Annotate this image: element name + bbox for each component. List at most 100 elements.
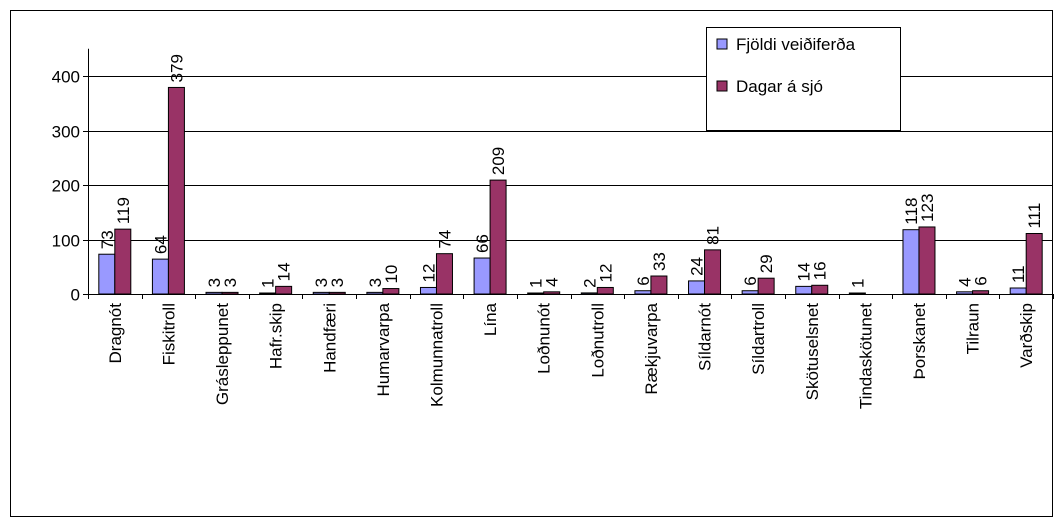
bar [848, 292, 866, 295]
bar [634, 290, 652, 295]
y-tick-label: 0 [71, 286, 80, 305]
bar [580, 292, 598, 295]
bar [312, 291, 330, 295]
category-label: Varðskip [1017, 303, 1036, 368]
legend: Fjöldi veiðiferða Dagar á sjó [706, 27, 901, 131]
bar [275, 285, 293, 295]
bar [259, 292, 277, 295]
data-label: 14 [275, 262, 294, 281]
category-label: Loðnunót [535, 303, 554, 374]
y-tick-label: 100 [52, 232, 80, 251]
data-label: 11 [1009, 265, 1028, 283]
legend-label: Dagar á sjó [736, 77, 823, 96]
bar [795, 285, 813, 295]
bar [114, 228, 132, 295]
bar [918, 226, 936, 295]
category-label: Rækjuvarpa [642, 302, 661, 394]
data-label: 74 [435, 230, 454, 249]
bar [328, 291, 346, 295]
category-label: Skötuselsnet [803, 303, 822, 401]
data-label: 10 [382, 265, 401, 284]
bar [956, 291, 974, 295]
category-label: Kolmunnatroll [427, 303, 446, 407]
bar [366, 291, 384, 295]
data-label: 73 [98, 230, 117, 249]
data-label: 24 [688, 257, 707, 276]
data-label: 12 [419, 264, 438, 283]
gridlines [88, 76, 1053, 241]
bar [741, 290, 759, 295]
legend-label: Fjöldi veiðiferða [736, 35, 856, 54]
bar [596, 286, 614, 295]
data-label: 1 [527, 279, 546, 288]
bar [151, 258, 169, 295]
bar [98, 253, 116, 295]
data-label: 33 [650, 252, 669, 271]
data-label: 81 [704, 226, 723, 245]
data-label: 14 [795, 262, 814, 281]
data-label: 1 [848, 279, 867, 288]
data-label: 3 [221, 278, 240, 287]
data-label: 3 [328, 278, 347, 287]
data-label: 6 [972, 276, 991, 285]
y-tick-label: 200 [52, 177, 80, 196]
bar [757, 277, 775, 295]
legend-swatch [716, 38, 728, 50]
bar [221, 291, 239, 295]
data-label: 118 [902, 198, 921, 225]
data-label: 29 [757, 254, 776, 273]
data-label: 1 [259, 279, 278, 288]
category-label: Hafr.skip [267, 303, 286, 369]
data-label: 6 [634, 276, 653, 285]
category-labels: Dragnót Fiskitroll Grásleppunet Hafr.skip Ha… [106, 302, 1036, 409]
data-label: 3 [312, 278, 331, 287]
bar [382, 288, 400, 295]
category-label: Handfæri [320, 303, 339, 373]
y-tick-label: 300 [52, 123, 80, 142]
category-label: Tindaskötunet [856, 303, 875, 409]
bar [527, 292, 545, 295]
bar [489, 179, 507, 295]
data-label: 111 [1025, 203, 1044, 229]
bar [543, 291, 561, 295]
data-label: 12 [596, 264, 615, 283]
legend-box [706, 27, 901, 131]
category-label: Lína [481, 302, 500, 336]
data-label: 3 [366, 278, 385, 287]
category-label: Síldarnót [696, 303, 715, 371]
category-label: Fiskitroll [159, 303, 178, 365]
category-label: Tilraun [964, 303, 983, 354]
bar [704, 249, 722, 295]
bar [688, 280, 706, 295]
data-label: 4 [543, 277, 562, 286]
y-tick-label: 400 [52, 68, 80, 87]
data-label: 3 [205, 278, 224, 287]
category-label: Grásleppunet [213, 303, 232, 405]
category-label: Humarvarpa [374, 302, 393, 396]
bar [811, 284, 829, 295]
bar [1009, 287, 1027, 295]
data-label: 4 [956, 277, 975, 286]
bar [205, 291, 223, 295]
category-label: Loðnutroll [588, 303, 607, 378]
data-label: 123 [918, 194, 937, 222]
bar [419, 286, 437, 295]
bar [473, 257, 491, 295]
bar [435, 253, 453, 295]
data-label: 6 [741, 276, 760, 285]
bar [167, 86, 185, 295]
category-label: Síldartroll [749, 303, 768, 375]
bar [972, 290, 990, 295]
data-label: 66 [473, 234, 492, 253]
data-label: 119 [114, 197, 133, 224]
data-label: 16 [811, 261, 830, 280]
data-label: 2 [580, 278, 599, 287]
bars [98, 86, 1043, 295]
bar [1025, 233, 1043, 295]
category-label: Þorskanet [910, 303, 929, 380]
data-label: 379 [167, 54, 186, 82]
bar [902, 229, 920, 295]
